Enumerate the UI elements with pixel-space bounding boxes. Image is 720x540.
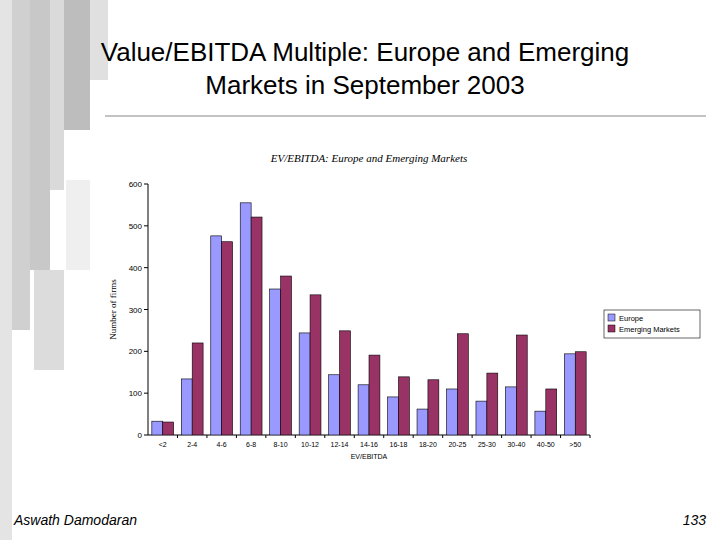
- bar: [446, 389, 457, 435]
- x-tick-label: 18-20: [419, 441, 437, 448]
- bar: [516, 335, 527, 435]
- bar: [211, 236, 222, 435]
- decor-block: [66, 180, 90, 270]
- bar: [152, 421, 163, 435]
- x-tick-label: 30-40: [507, 441, 525, 448]
- bar: [181, 379, 192, 435]
- y-axis-label: Number of firms: [108, 279, 118, 340]
- y-tick: [144, 267, 148, 268]
- slide-title: Value/EBITDA Multiple: Europe and Emergi…: [60, 36, 670, 102]
- y-tick-label: 300: [129, 306, 143, 315]
- x-tick-label: >50: [569, 441, 581, 448]
- x-tick: [383, 435, 384, 438]
- decor-block: [30, 0, 50, 270]
- decor-block: [12, 0, 30, 330]
- bar: [358, 385, 369, 435]
- y-tick: [144, 351, 148, 352]
- y-tick: [144, 435, 148, 436]
- x-tick: [324, 435, 325, 438]
- y-tick-label: 600: [129, 180, 143, 189]
- bar: [329, 375, 340, 435]
- x-tick-label: 16-18: [390, 441, 408, 448]
- y-tick-label: 100: [129, 389, 143, 398]
- x-tick: [501, 435, 502, 438]
- x-tick: [295, 435, 296, 438]
- footer: Aswath Damodaran: [14, 512, 137, 528]
- x-tick: [206, 435, 207, 438]
- bar: [487, 373, 498, 435]
- legend-box: [604, 310, 700, 338]
- bar: [222, 242, 233, 435]
- x-tick-label: 20-25: [448, 441, 466, 448]
- x-axis-label: EV/EBITDA: [351, 453, 388, 460]
- x-tick-label: 4-6: [217, 441, 227, 448]
- bar: [281, 276, 292, 435]
- bar: [340, 331, 351, 435]
- x-tick: [413, 435, 414, 438]
- bar: [240, 203, 251, 435]
- y-tick-label: 400: [129, 264, 143, 273]
- legend-label: Europe: [619, 314, 643, 323]
- x-tick-label: 6-8: [246, 441, 256, 448]
- legend-label: Emerging Markets: [619, 325, 680, 334]
- bar: [369, 355, 380, 435]
- bars: [152, 203, 586, 435]
- bar: [564, 354, 575, 435]
- x-tick-label: 14-16: [360, 441, 378, 448]
- bar: [398, 377, 409, 435]
- x-tick-label: 2-4: [187, 441, 197, 448]
- x-tick: [442, 435, 443, 438]
- slide: Value/EBITDA Multiple: Europe and Emergi…: [0, 0, 720, 540]
- bar: [575, 352, 586, 435]
- bar: [505, 387, 516, 435]
- x-tick: [177, 435, 178, 438]
- y-tick: [144, 393, 148, 394]
- x-tick: [265, 435, 266, 438]
- x-tick-label: 25-30: [478, 441, 496, 448]
- bar: [310, 295, 321, 435]
- decor-block: [0, 0, 12, 540]
- decor-block: [50, 0, 64, 190]
- chart: EV/EBITDA: Europe and Emerging Markets 0 1…: [0, 0, 720, 540]
- bar: [535, 411, 546, 435]
- y-tick: [144, 309, 148, 310]
- y-tick-label: 500: [129, 222, 143, 231]
- bar: [476, 401, 487, 435]
- x-tick-label: 40-50: [537, 441, 555, 448]
- x-tick: [354, 435, 355, 438]
- bar: [251, 217, 262, 435]
- bar: [428, 380, 439, 435]
- x-tick: [560, 435, 561, 438]
- bar: [417, 409, 428, 435]
- x-tick: [236, 435, 237, 438]
- x-tick: [472, 435, 473, 438]
- legend-swatch: [608, 314, 615, 321]
- y-tick-label: 0: [138, 431, 143, 440]
- bar: [270, 289, 281, 435]
- bar: [299, 333, 310, 435]
- x-tick-label: 8-10: [274, 441, 288, 448]
- page-number: 133: [683, 512, 706, 528]
- y-tick: [144, 225, 148, 226]
- bar: [457, 334, 468, 435]
- x-tick-label: 12-14: [331, 441, 349, 448]
- y-tick-label: 200: [129, 347, 143, 356]
- legend-swatch: [608, 325, 615, 332]
- x-tick-label: <2: [159, 441, 167, 448]
- bar: [163, 422, 174, 435]
- y-tick: [144, 184, 148, 185]
- bar: [546, 389, 557, 435]
- bar: [388, 397, 399, 435]
- decor-block: [64, 0, 90, 130]
- x-tick-label: 10-12: [301, 441, 319, 448]
- bar: [192, 343, 203, 435]
- title-rule: [105, 116, 706, 117]
- decor-block: [34, 270, 64, 370]
- x-tick: [590, 435, 591, 438]
- chart-title: EV/EBITDA: Europe and Emerging Markets: [270, 152, 468, 164]
- x-tick: [531, 435, 532, 438]
